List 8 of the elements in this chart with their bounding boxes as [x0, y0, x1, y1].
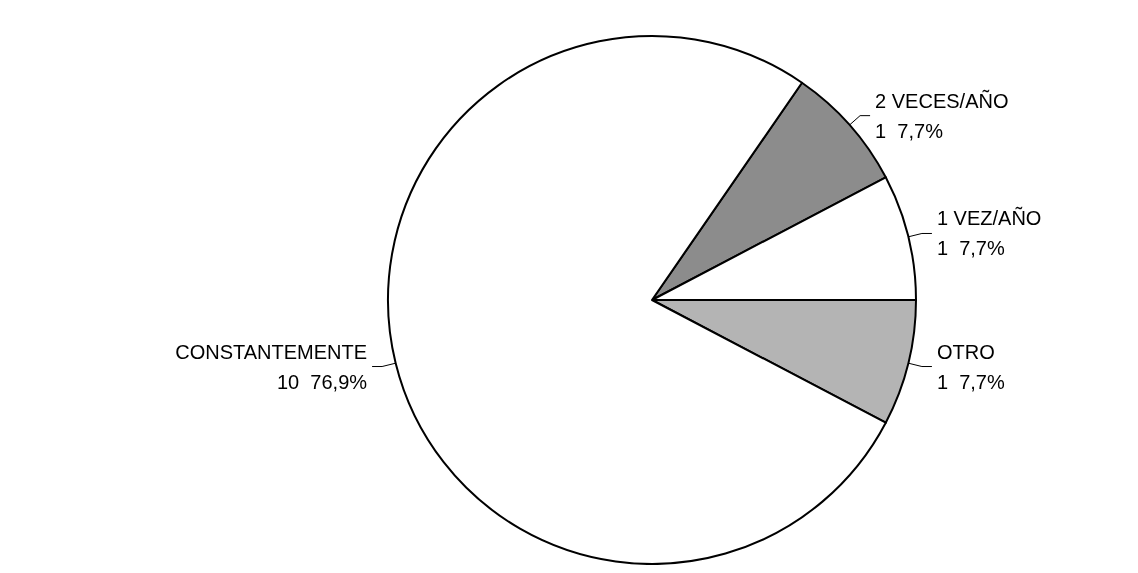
slice-label: CONSTANTEMENTE: [175, 340, 368, 363]
slice-label: OTRO: [936, 340, 995, 363]
data-label: 1 7,7%: [875, 119, 944, 142]
slice-label: 1 VEZ/AÑO: [936, 206, 1042, 230]
slice-label: 2 VECES/AÑO: [875, 88, 1009, 112]
data-label: 1 7,7%: [936, 237, 1005, 260]
data-label: 1 7,7%: [936, 370, 1005, 393]
data-label: 10 76,9%: [277, 370, 368, 393]
